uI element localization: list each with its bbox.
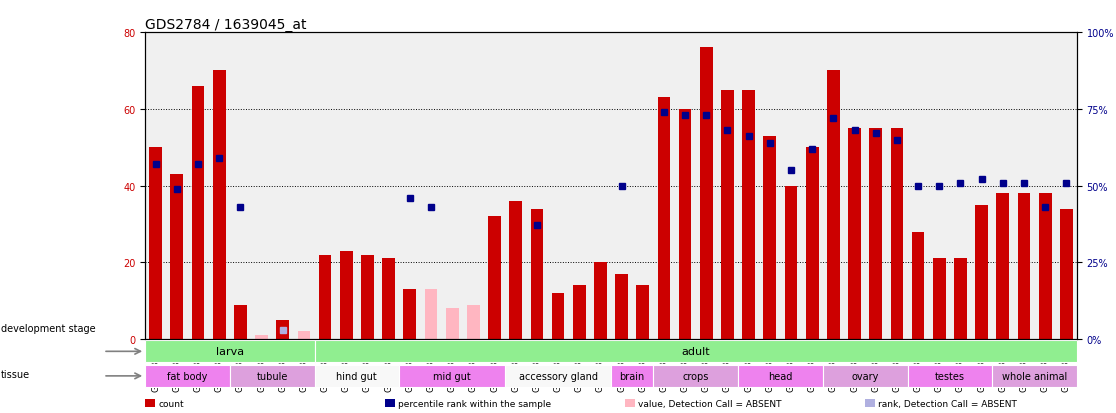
Bar — [721, 90, 734, 339]
Text: brain: brain — [619, 371, 645, 381]
Bar — [612, 365, 653, 387]
Text: count: count — [158, 399, 184, 408]
Bar — [615, 274, 628, 339]
Bar — [230, 365, 315, 387]
Bar — [891, 129, 903, 339]
Bar — [657, 98, 671, 339]
Bar — [340, 251, 353, 339]
Bar — [315, 365, 400, 387]
Bar — [785, 186, 797, 339]
Bar — [912, 232, 924, 339]
Bar — [827, 71, 839, 339]
Bar — [975, 205, 988, 339]
Bar — [763, 136, 777, 339]
Text: mid gut: mid gut — [433, 371, 471, 381]
Bar — [315, 340, 1077, 363]
Bar — [192, 87, 204, 339]
Text: percentile rank within the sample: percentile rank within the sample — [398, 399, 551, 408]
Bar — [1039, 194, 1051, 339]
Bar — [992, 365, 1077, 387]
Bar — [506, 365, 612, 387]
Bar — [145, 365, 230, 387]
Bar — [848, 129, 860, 339]
Bar — [954, 259, 966, 339]
Bar — [822, 365, 907, 387]
Bar — [653, 365, 738, 387]
Bar — [488, 217, 501, 339]
Bar — [806, 148, 818, 339]
Bar — [400, 365, 506, 387]
Text: tissue: tissue — [1, 369, 30, 379]
Text: rank, Detection Call = ABSENT: rank, Detection Call = ABSENT — [878, 399, 1017, 408]
Text: hind gut: hind gut — [337, 371, 377, 381]
Text: accessory gland: accessory gland — [519, 371, 597, 381]
Bar — [145, 340, 315, 363]
Bar — [907, 365, 992, 387]
Bar — [445, 309, 459, 339]
Bar — [933, 259, 945, 339]
Bar — [424, 290, 437, 339]
Bar — [742, 90, 756, 339]
Bar — [319, 255, 331, 339]
Bar — [551, 293, 565, 339]
Bar — [1060, 209, 1072, 339]
Bar — [277, 320, 289, 339]
Text: testes: testes — [935, 371, 965, 381]
Text: tubule: tubule — [257, 371, 288, 381]
Bar — [404, 290, 416, 339]
Bar — [213, 71, 225, 339]
Text: value, Detection Call = ABSENT: value, Detection Call = ABSENT — [638, 399, 782, 408]
Bar — [636, 286, 650, 339]
Bar — [298, 332, 310, 339]
Text: GDS2784 / 1639045_at: GDS2784 / 1639045_at — [145, 18, 307, 32]
Bar — [256, 335, 268, 339]
Bar — [171, 175, 183, 339]
Bar — [466, 305, 480, 339]
Text: larva: larva — [215, 347, 244, 356]
Bar — [679, 109, 692, 339]
Text: adult: adult — [682, 347, 710, 356]
Bar — [573, 286, 586, 339]
Bar — [997, 194, 1009, 339]
Text: crops: crops — [683, 371, 709, 381]
Text: whole animal: whole animal — [1002, 371, 1067, 381]
Text: head: head — [768, 371, 792, 381]
Bar — [150, 148, 162, 339]
Bar — [594, 263, 607, 339]
Bar — [362, 255, 374, 339]
Bar — [700, 48, 713, 339]
Text: fat body: fat body — [167, 371, 208, 381]
Bar — [738, 365, 822, 387]
Text: development stage: development stage — [1, 323, 96, 333]
Bar — [1018, 194, 1030, 339]
Bar — [509, 202, 522, 339]
Bar — [383, 259, 395, 339]
Bar — [234, 305, 247, 339]
Bar — [530, 209, 543, 339]
Bar — [869, 129, 882, 339]
Text: ovary: ovary — [852, 371, 878, 381]
